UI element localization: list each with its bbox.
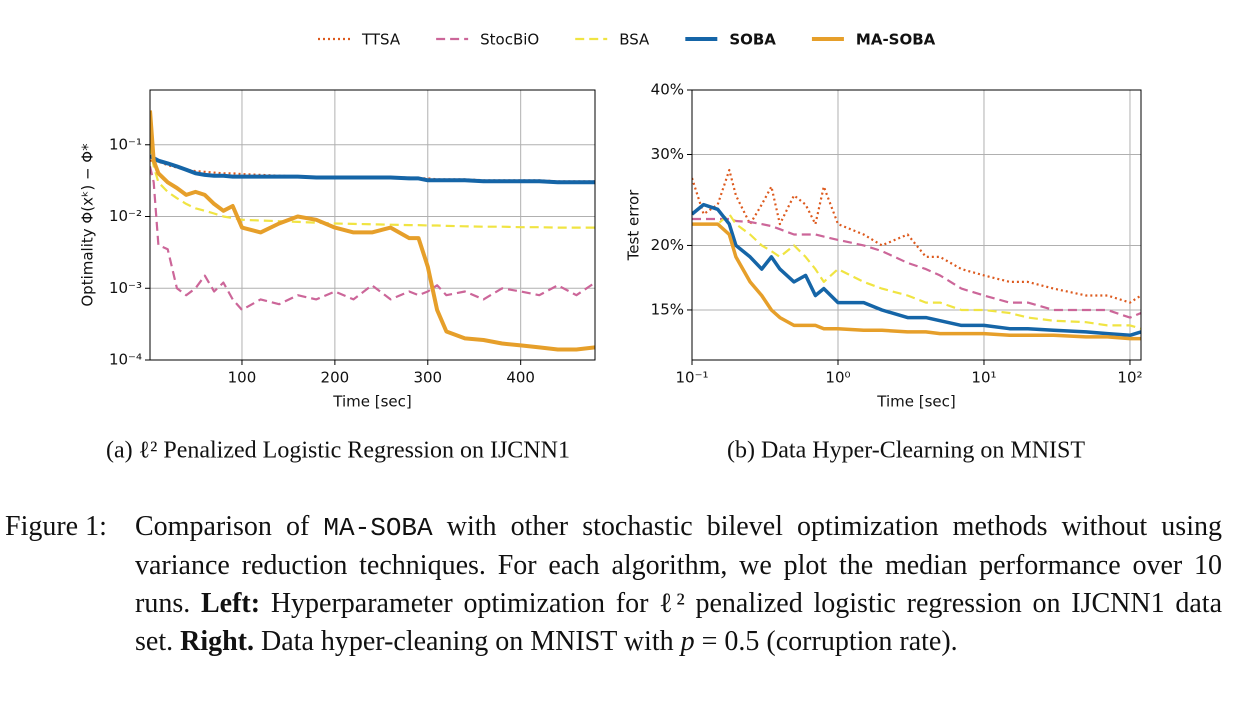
x-tick-label: 100	[228, 369, 257, 387]
subcaption: (b) Data Hyper-Clearning on MNIST	[727, 438, 1085, 464]
figure: (a) ℓ² Penalized Logistic Regression on …	[79, 31, 1143, 464]
caption-label: Figure 1:	[5, 511, 107, 542]
legend-label: MA-SOBA	[856, 31, 936, 49]
y-axis-label: Optimality Φ(xᵏ) − Φ*	[79, 143, 97, 307]
y-tick-label: 30%	[651, 145, 684, 163]
caption-part: Left:	[200, 588, 261, 619]
series-line	[150, 144, 595, 229]
x-tick-label: 10⁰	[825, 369, 850, 387]
x-tick-label: 200	[321, 369, 350, 387]
series-line	[692, 222, 1141, 341]
axes-frame	[149, 89, 596, 361]
series-line	[150, 154, 595, 185]
axes-frame	[691, 89, 1142, 361]
caption-part: Hyperparameter optimization for ℓ² penal…	[135, 588, 1222, 657]
plot-area	[150, 110, 595, 352]
series-line	[150, 110, 595, 352]
y-axis-label: Test error	[625, 189, 643, 261]
x-tick-label: 10¹	[971, 369, 996, 387]
series-line	[692, 213, 1141, 330]
y-tick-label: 10⁻¹	[109, 135, 142, 153]
x-tick-label: 300	[413, 369, 442, 387]
x-axis-label: Time [sec]	[332, 393, 411, 411]
legend-label: BSA	[619, 31, 650, 49]
y-tick-label: 40%	[651, 81, 684, 99]
series-line	[692, 217, 1141, 319]
series-line	[692, 168, 1141, 304]
caption-text: Comparison of MA-SOBA with other stochas…	[135, 508, 1222, 661]
x-tick-label: 10²	[1117, 369, 1142, 387]
caption-part: = 0.5 (corruption rate).	[694, 626, 958, 657]
caption-part: MA-SOBA	[323, 513, 433, 543]
series-line	[692, 202, 1141, 338]
legend-label: StocBiO	[480, 31, 539, 49]
chart: 10⁻¹ 10⁰ 10¹ 10² 15% 20% 30% 40% Time [sec] Test …	[625, 81, 1143, 411]
x-tick-label: 10⁻¹	[675, 369, 708, 387]
y-tick-label: 10⁻²	[109, 207, 142, 225]
legend-label: TTSA	[361, 31, 401, 49]
y-tick-label: 10⁻³	[109, 279, 142, 297]
plot-area	[692, 168, 1141, 341]
x-axis-label: Time [sec]	[876, 393, 955, 411]
caption-part: Right.	[180, 626, 255, 657]
y-tick-label: 20%	[651, 236, 684, 254]
x-tick-label: 400	[506, 369, 535, 387]
y-tick-label: 15%	[651, 300, 684, 318]
caption-part: Comparison of	[135, 511, 324, 542]
subcaption: (a) ℓ² Penalized Logistic Regression on …	[106, 438, 570, 464]
series-line	[150, 166, 595, 311]
caption-part: Data hyper-cleaning on MNIST with	[254, 626, 681, 657]
y-tick-label: 10⁻⁴	[109, 351, 142, 369]
legend-label: SOBA	[729, 31, 776, 49]
caption-part: with other stochastic bilevel optimizati…	[135, 511, 1222, 619]
chart: 100 200 300 400 10⁻⁴ 10⁻³ 10⁻² 10⁻¹ Time [sec] Op…	[79, 89, 596, 411]
caption-part: p	[680, 626, 695, 657]
